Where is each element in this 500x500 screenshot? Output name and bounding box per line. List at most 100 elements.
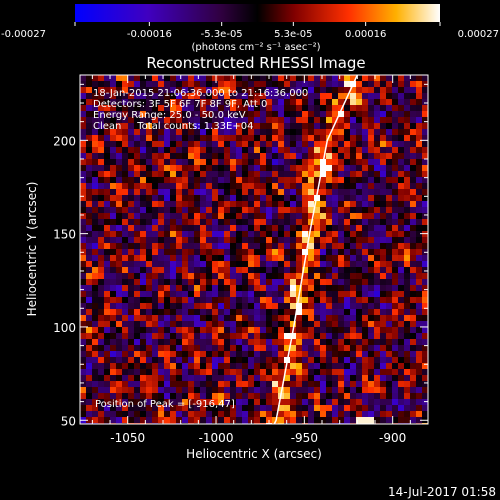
heatmap-cell — [410, 315, 416, 321]
heatmap-cell — [380, 351, 386, 357]
heatmap-cell — [302, 321, 308, 327]
heatmap-cell — [182, 255, 188, 261]
heatmap-cell — [410, 375, 416, 381]
heatmap-cell — [338, 129, 344, 135]
heatmap-cell — [92, 195, 98, 201]
heatmap-cell — [230, 357, 236, 363]
heatmap-cell — [260, 375, 266, 381]
heatmap-cell — [110, 357, 116, 363]
heatmap-cell — [164, 255, 170, 261]
heatmap-cell — [152, 189, 158, 195]
heatmap-cell — [416, 177, 422, 183]
heatmap-cell — [314, 333, 320, 339]
heatmap-cell — [110, 417, 116, 423]
heatmap-cell — [152, 279, 158, 285]
heatmap-cell — [248, 237, 254, 243]
heatmap-cell — [302, 153, 308, 159]
heatmap-cell — [266, 177, 272, 183]
y-tick-label: 50 — [61, 414, 76, 428]
heatmap-cell — [278, 129, 284, 135]
heatmap-cell — [254, 189, 260, 195]
heatmap-cell — [128, 261, 134, 267]
heatmap-cell — [230, 177, 236, 183]
heatmap-cell — [254, 183, 260, 189]
heatmap-cell — [284, 315, 290, 321]
heatmap-cell — [326, 375, 332, 381]
heatmap-cell — [266, 393, 272, 399]
heatmap-cell — [320, 315, 326, 321]
heatmap-cell — [242, 381, 248, 387]
heatmap-cell — [368, 207, 374, 213]
heatmap-cell — [314, 309, 320, 315]
heatmap-cell — [416, 351, 422, 357]
heatmap-cell — [236, 333, 242, 339]
heatmap-cell — [344, 291, 350, 297]
heatmap-cell — [236, 297, 242, 303]
heatmap-cell — [302, 351, 308, 357]
heatmap-cell — [272, 375, 278, 381]
heatmap-cell — [278, 81, 284, 87]
heatmap-cell — [224, 369, 230, 375]
x-axis-label: Heliocentric X (arcsec) — [186, 447, 322, 461]
heatmap-cell — [422, 123, 428, 129]
heatmap-cell — [350, 255, 356, 261]
heatmap-cell — [110, 327, 116, 333]
heatmap-cell — [242, 291, 248, 297]
heatmap-cell — [404, 165, 410, 171]
heatmap-cell — [236, 189, 242, 195]
heatmap-cell — [272, 417, 278, 423]
heatmap-cell — [398, 279, 404, 285]
heatmap-cell — [248, 333, 254, 339]
heatmap-cell — [284, 387, 290, 393]
heatmap-cell — [392, 225, 398, 231]
heatmap-cell — [206, 105, 212, 111]
heatmap-cell — [284, 273, 290, 279]
heatmap-cell — [194, 357, 200, 363]
heatmap-cell — [392, 243, 398, 249]
heatmap-cell — [404, 135, 410, 141]
heatmap-cell — [146, 267, 152, 273]
heatmap-cell — [416, 201, 422, 207]
heatmap-cell — [350, 369, 356, 375]
heatmap-cell — [284, 339, 290, 345]
heatmap-cell — [182, 207, 188, 213]
heatmap-cell — [290, 219, 296, 225]
heatmap-cell — [86, 327, 92, 333]
heatmap-cell — [332, 381, 338, 387]
heatmap-cell — [176, 117, 182, 123]
heatmap-cell — [386, 75, 392, 81]
heatmap-cell — [326, 111, 332, 117]
heatmap-cell — [356, 177, 362, 183]
heatmap-cell — [404, 153, 410, 159]
heatmap-cell — [206, 201, 212, 207]
heatmap-cell — [344, 255, 350, 261]
heatmap-cell — [206, 363, 212, 369]
heatmap-cell — [254, 243, 260, 249]
heatmap-cell — [254, 111, 260, 117]
heatmap-cell — [224, 279, 230, 285]
heatmap-cell — [278, 225, 284, 231]
heatmap-cell — [350, 291, 356, 297]
heatmap-cell — [350, 117, 356, 123]
heatmap-cell — [110, 405, 116, 411]
heatmap-cell — [362, 237, 368, 243]
heatmap-cell — [266, 123, 272, 129]
heatmap-cell — [80, 129, 86, 135]
heatmap-cell — [122, 351, 128, 357]
heatmap-cell — [374, 345, 380, 351]
heatmap-cell — [170, 345, 176, 351]
heatmap-cell — [308, 135, 314, 141]
heatmap-cell — [308, 267, 314, 273]
heatmap-cell — [314, 99, 320, 105]
heatmap-cell — [350, 327, 356, 333]
heatmap-cell — [86, 315, 92, 321]
heatmap-cell — [206, 219, 212, 225]
heatmap-cell — [140, 345, 146, 351]
heatmap-cell — [332, 309, 338, 315]
heatmap-cell — [158, 171, 164, 177]
heatmap-cell — [134, 279, 140, 285]
heatmap-cell — [386, 165, 392, 171]
heatmap-cell — [386, 261, 392, 267]
heatmap-cell — [206, 411, 212, 417]
heatmap-cell — [92, 207, 98, 213]
